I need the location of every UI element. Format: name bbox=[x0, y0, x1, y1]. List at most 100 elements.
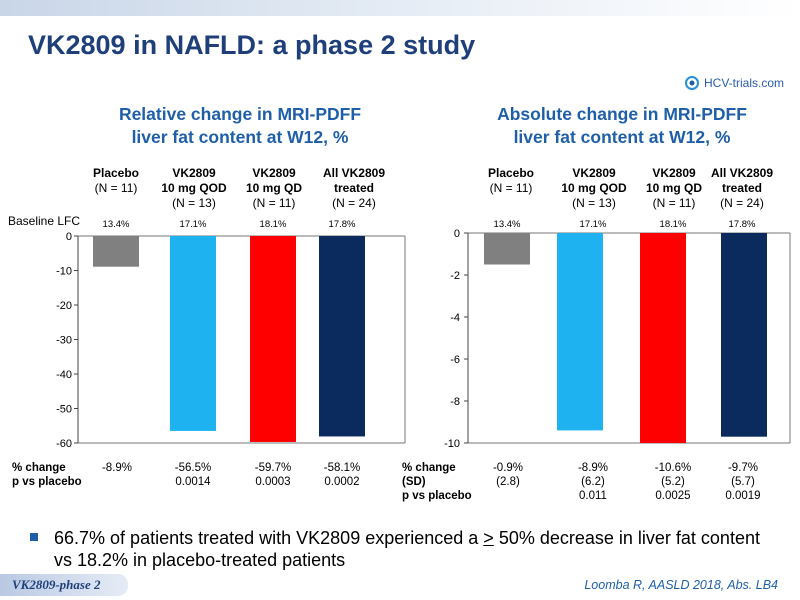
chart-2-header-all: All VK2809 treated (N = 24) bbox=[696, 166, 788, 211]
header-name: VK2809 bbox=[252, 166, 296, 180]
chart-2-y-tick-label: -8 bbox=[450, 396, 460, 408]
chart-1-header-all: All VK2809 treated (N = 24) bbox=[308, 166, 400, 211]
chart-2-y-tick-label: -2 bbox=[450, 270, 460, 282]
hcv-trials-logo: HCV-trials.com bbox=[684, 76, 784, 90]
header-dose: 10 mg QD bbox=[645, 181, 702, 195]
bullet-text-part: 66.7% of patients treated with VK2809 ex… bbox=[54, 528, 484, 548]
logo-text: HCV-trials.com bbox=[704, 76, 785, 90]
chart-2-baseline-value: 18.1% bbox=[659, 219, 687, 230]
header-name: VK2809 bbox=[652, 166, 696, 180]
header-name: VK2809 bbox=[572, 166, 616, 180]
header-n: (N = 11) bbox=[94, 181, 138, 195]
chart-1-footer-value: -56.5% bbox=[174, 462, 212, 474]
header-n: (N = 24) bbox=[332, 196, 376, 210]
chart-2-title-line1: Absolute change in MRI-PDFF bbox=[497, 104, 747, 124]
chart-1-y-tick-label: -50 bbox=[56, 404, 72, 416]
chart-2-baseline-value: 17.1% bbox=[579, 219, 607, 230]
header-name: Placebo bbox=[92, 166, 140, 180]
bullet-text-part: 50% decrease in liver fat content vs 18.… bbox=[54, 528, 760, 570]
chart-1-y-tick-label: -10 bbox=[56, 266, 72, 278]
header-n: (N = 11) bbox=[252, 196, 296, 210]
chart-2-footer-value: 0.0019 bbox=[725, 490, 761, 502]
chart-1-bar bbox=[93, 236, 139, 267]
study-badge: VK2809-phase 2 bbox=[0, 574, 128, 596]
bullet-square-icon bbox=[30, 533, 38, 541]
chart-2-footer-value: -9.7% bbox=[727, 462, 759, 474]
chart-2-footer-label-change: % change bbox=[402, 462, 456, 474]
chart-1-footer-value: -8.9% bbox=[101, 462, 133, 474]
chart-2-footer-value: (2.8) bbox=[496, 476, 520, 488]
chart-2-footer-value: -10.6% bbox=[654, 462, 692, 474]
chart-2-baseline-value: 13.4% bbox=[493, 219, 521, 230]
chart-1-y-tick-label: -20 bbox=[56, 300, 72, 312]
header-dose: 10 mg QD bbox=[245, 181, 302, 195]
baseline-lfc-label: Baseline LFC bbox=[8, 214, 81, 228]
header-dose: 10 mg QOD bbox=[161, 181, 227, 195]
chart-1-footer-value: 0.0003 bbox=[255, 476, 291, 488]
header-name: Placebo bbox=[487, 166, 535, 180]
chart-1-bar bbox=[319, 236, 365, 437]
chart-1-bar bbox=[250, 236, 296, 442]
chart-2-baseline-value: 17.8% bbox=[728, 219, 756, 230]
chart-2-footer-value: 0.011 bbox=[579, 490, 607, 502]
chart-2-bar bbox=[484, 233, 530, 265]
header-n: (N = 13) bbox=[172, 196, 216, 210]
chart-1-footer-label-change: % change bbox=[12, 462, 66, 474]
chart-2-header-placebo: Placebo (N = 11) bbox=[465, 166, 557, 196]
chart-2-footer-label-sd: (SD) bbox=[402, 476, 426, 488]
chart-2-footer-label-p: p vs placebo bbox=[402, 490, 472, 502]
chart-1-y-tick-label: 0 bbox=[66, 231, 72, 243]
chart-1-baseline-value: 18.1% bbox=[259, 219, 287, 230]
chart-1-baseline-value: 17.8% bbox=[328, 219, 356, 230]
header-n: (N = 11) bbox=[489, 181, 533, 195]
chart-2-footer-value: -8.9% bbox=[577, 462, 609, 474]
bullet-text: 66.7% of patients treated with VK2809 ex… bbox=[54, 527, 780, 571]
chart-1-baseline-value: 13.4% bbox=[102, 219, 130, 230]
chart-1-title-line1: Relative change in MRI-PDFF bbox=[118, 104, 362, 124]
bullet-text-underlined: > bbox=[483, 528, 494, 548]
chart-2-title-line2: liver fat content at W12, % bbox=[513, 127, 731, 147]
chart-2-footer-value: (5.2) bbox=[661, 476, 685, 488]
chart-1-footer-value: 0.0014 bbox=[175, 476, 211, 488]
top-gradient-bar bbox=[0, 0, 800, 16]
chart-1-header-placebo: Placebo (N = 11) bbox=[70, 166, 162, 196]
header-name: All VK2809 bbox=[710, 166, 774, 180]
logo-swirl-icon bbox=[684, 76, 700, 90]
chart-1-y-tick-label: -60 bbox=[56, 438, 72, 450]
chart-1-bar bbox=[170, 236, 216, 431]
header-n: (N = 13) bbox=[572, 196, 616, 210]
chart-2-y-tick-label: -6 bbox=[450, 354, 460, 366]
slide-title: VK2809 in NAFLD: a phase 2 study bbox=[28, 30, 476, 60]
header-name: All VK2809 bbox=[322, 166, 386, 180]
chart-2-title: Absolute change in MRI-PDFF liver fat co… bbox=[452, 103, 792, 149]
chart-2-bar bbox=[640, 233, 686, 443]
chart-1-title-line2: liver fat content at W12, % bbox=[131, 127, 349, 147]
chart-2-header-qd: VK2809 10 mg QD (N = 11) bbox=[628, 166, 720, 211]
chart-1-footer-value: 0.0002 bbox=[324, 476, 360, 488]
chart-1-baseline-value: 17.1% bbox=[179, 219, 207, 230]
chart-1-header-qod: VK2809 10 mg QOD (N = 13) bbox=[148, 166, 240, 211]
citation: Loomba R, AASLD 2018, Abs. LB4 bbox=[584, 578, 778, 592]
chart-1-title: Relative change in MRI-PDFF liver fat co… bbox=[70, 103, 410, 149]
chart-2-bar bbox=[721, 233, 767, 437]
chart-2-y-tick-label: -4 bbox=[450, 312, 460, 324]
header-n: (N = 24) bbox=[720, 196, 764, 210]
chart-1-footer-value: -59.7% bbox=[254, 462, 292, 474]
chart-1-y-tick-label: -40 bbox=[56, 369, 72, 381]
chart-1-footer-value: -58.1% bbox=[323, 462, 361, 474]
chart-1-header-qd: VK2809 10 mg QD (N = 11) bbox=[228, 166, 320, 211]
chart-2-y-tick-label: -10 bbox=[444, 438, 460, 450]
chart-1-y-tick-label: -30 bbox=[56, 335, 72, 347]
header-dose: treated bbox=[333, 181, 374, 195]
header-dose: treated bbox=[721, 181, 762, 195]
chart-2-header-qod: VK2809 10 mg QOD (N = 13) bbox=[548, 166, 640, 211]
chart-2-footer-value: (6.2) bbox=[581, 476, 605, 488]
chart-2-footer-value: (5.7) bbox=[731, 476, 755, 488]
header-n: (N = 11) bbox=[652, 196, 696, 210]
header-dose: 10 mg QOD bbox=[561, 181, 627, 195]
chart-2-y-tick-label: 0 bbox=[454, 228, 460, 240]
chart-1-footer-label-p: p vs placebo bbox=[12, 476, 82, 488]
header-name: VK2809 bbox=[172, 166, 216, 180]
chart-2-footer-value: -0.9% bbox=[492, 462, 524, 474]
